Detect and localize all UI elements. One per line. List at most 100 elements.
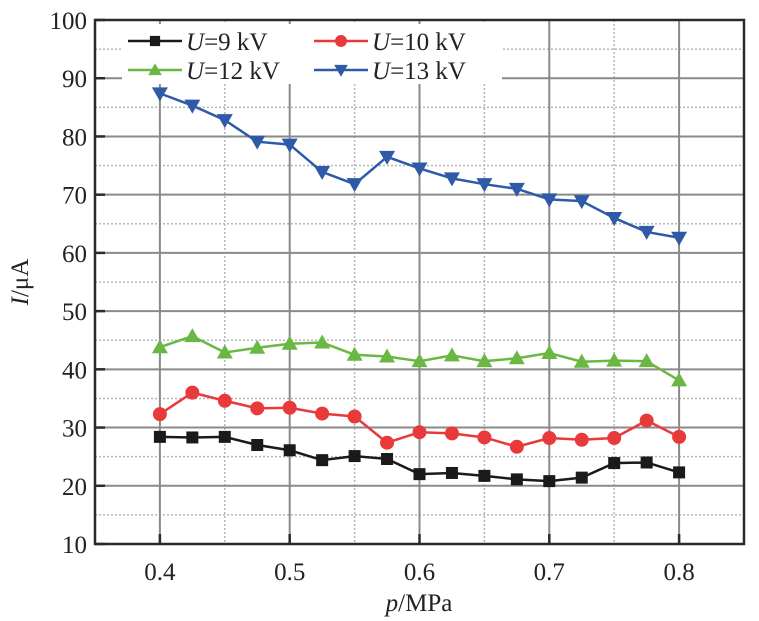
data-point (673, 466, 686, 479)
data-point (379, 348, 396, 363)
data-point (249, 135, 266, 150)
data-point (381, 452, 394, 465)
data-point (541, 193, 558, 208)
legend-label-value: =12 kV (204, 58, 280, 85)
data-point (184, 328, 201, 343)
legend-marker-triangle-up (148, 63, 162, 76)
series-u-13-kv (151, 87, 688, 246)
series-u-12-kv (151, 328, 688, 387)
legend-label-value: =10 kV (390, 29, 466, 56)
data-point (411, 162, 428, 177)
data-point (508, 182, 525, 197)
data-point (509, 439, 524, 454)
series-u-9-kv (153, 430, 686, 488)
series-layer (151, 87, 688, 488)
series-u-10-kv (152, 385, 687, 454)
data-point (606, 352, 623, 367)
data-point (218, 430, 231, 443)
y-tick-label: 100 (50, 8, 88, 35)
y-axis-title: I/μA (7, 259, 34, 307)
data-point (477, 430, 492, 445)
x-axis-var: p (384, 590, 399, 617)
legend: U=9 kV U=10 kVU=12 kV U=13 kV (122, 24, 502, 85)
data-point (379, 150, 396, 165)
y-tick-label: 80 (62, 124, 87, 151)
data-point (443, 347, 460, 362)
data-point (184, 99, 201, 114)
data-point (640, 456, 653, 469)
data-point (186, 431, 199, 444)
data-point (671, 372, 688, 387)
legend-label-value: =9 kV (204, 29, 267, 56)
data-point (411, 353, 428, 368)
legend-label-var: U (186, 29, 206, 56)
data-point (476, 353, 493, 368)
data-point (575, 471, 588, 484)
legend-item: U=13 kV (314, 58, 466, 85)
data-point (153, 430, 166, 443)
x-tick-label: 0.8 (663, 559, 694, 586)
data-point (638, 225, 655, 240)
data-point (185, 385, 200, 400)
data-point (216, 344, 233, 359)
data-point (543, 475, 556, 488)
data-point (606, 211, 623, 226)
data-point (346, 346, 363, 361)
data-point (573, 195, 590, 210)
data-point (216, 114, 233, 129)
data-point (541, 345, 558, 360)
legend-label: U=9 kV (186, 29, 267, 56)
data-point (314, 165, 331, 180)
data-point (444, 426, 459, 441)
legend-label-var: U (372, 29, 392, 56)
y-tick-label: 10 (62, 532, 87, 559)
y-tick-label: 40 (62, 357, 87, 384)
y-tick-label: 50 (62, 299, 87, 326)
data-point (316, 454, 329, 467)
legend-item: U=12 kV (128, 58, 280, 85)
data-point (413, 468, 426, 481)
data-point (281, 138, 298, 153)
ticks: 10 20 30 40 50 60 70 80 90 100 0.4 0.5 0.6 0.7 0.8 (50, 8, 695, 586)
data-point (510, 473, 523, 486)
data-point (478, 469, 491, 482)
data-point (412, 425, 427, 440)
legend-marker-circle (335, 35, 347, 47)
data-point (638, 353, 655, 368)
data-point (151, 339, 168, 354)
data-point (445, 466, 458, 479)
y-tick-label: 30 (62, 416, 87, 443)
data-point (671, 231, 688, 246)
legend-marker-square (149, 35, 161, 47)
data-point (380, 435, 395, 450)
data-point (283, 444, 296, 457)
data-point (672, 429, 687, 444)
x-tick-label: 0.6 (404, 559, 435, 586)
data-point (217, 393, 232, 408)
data-point (574, 432, 589, 447)
data-point (443, 172, 460, 187)
legend-label: U=10 kV (372, 29, 466, 56)
data-point (508, 350, 525, 365)
data-point (250, 401, 265, 416)
x-axis-unit: /MPa (398, 590, 452, 617)
legend-marker-triangle-down (334, 64, 348, 77)
data-point (281, 335, 298, 350)
x-tick-label: 0.5 (274, 559, 305, 586)
data-point (249, 339, 266, 354)
data-point (639, 413, 654, 428)
data-point (251, 439, 264, 452)
y-tick-label: 20 (62, 474, 87, 501)
legend-label-var: U (372, 58, 392, 85)
legend-item: U=9 kV (128, 29, 267, 56)
data-point (282, 400, 297, 415)
legend-background (122, 24, 502, 84)
y-tick-label: 60 (62, 241, 87, 268)
x-tick-label: 0.7 (534, 559, 565, 586)
y-axis-unit: /μA (7, 259, 34, 297)
data-point (607, 431, 622, 446)
data-point (314, 334, 331, 349)
legend-label-var: U (186, 58, 206, 85)
legend-item: U=10 kV (314, 29, 466, 56)
